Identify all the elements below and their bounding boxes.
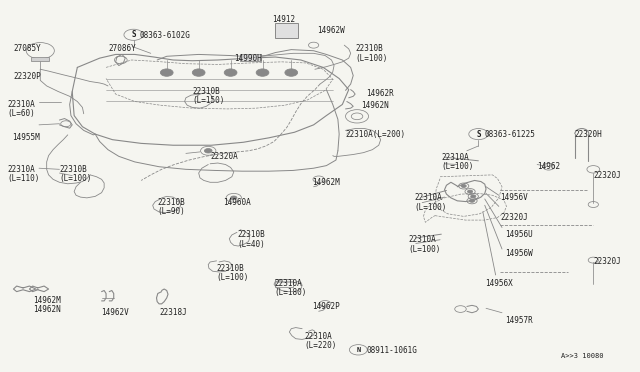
Text: 14960A: 14960A — [223, 198, 251, 207]
Text: 08363-61225: 08363-61225 — [484, 130, 536, 140]
Bar — [275, 279, 293, 287]
Text: 22310A: 22310A — [304, 331, 332, 341]
Text: N: N — [356, 347, 360, 353]
Text: 14962N: 14962N — [362, 101, 389, 110]
Text: 14912: 14912 — [272, 15, 295, 24]
Text: 22310B: 22310B — [216, 264, 244, 273]
Text: A>>3 10080: A>>3 10080 — [561, 353, 604, 359]
Text: 22310A: 22310A — [408, 235, 436, 244]
Text: 14962R: 14962R — [366, 89, 394, 98]
Text: 27085Y: 27085Y — [13, 44, 41, 53]
Text: 14956V: 14956V — [500, 193, 528, 202]
Circle shape — [467, 190, 472, 193]
Text: 22320J: 22320J — [500, 213, 528, 222]
Circle shape — [470, 195, 476, 198]
Text: 08363-6102G: 08363-6102G — [140, 31, 191, 41]
Text: (L=60): (L=60) — [7, 109, 35, 118]
Circle shape — [161, 69, 173, 76]
Text: (L=100): (L=100) — [216, 273, 249, 282]
Text: 22310B: 22310B — [192, 87, 220, 96]
Circle shape — [192, 69, 205, 76]
Text: 14962M: 14962M — [312, 178, 340, 187]
Text: 22320A: 22320A — [210, 152, 238, 161]
Circle shape — [469, 199, 474, 202]
Text: 22310B: 22310B — [237, 230, 265, 240]
Text: 14990H: 14990H — [234, 54, 262, 62]
Text: 08911-1061G: 08911-1061G — [367, 346, 417, 355]
Text: 22320J: 22320J — [593, 171, 621, 180]
Text: (L=100): (L=100) — [415, 203, 447, 212]
Circle shape — [285, 69, 298, 76]
Text: 22310A: 22310A — [274, 279, 302, 288]
Text: 22310B: 22310B — [355, 44, 383, 53]
Text: 14962: 14962 — [537, 162, 560, 171]
Text: (L=220): (L=220) — [304, 341, 337, 350]
Circle shape — [230, 196, 237, 200]
Text: (L=100): (L=100) — [408, 244, 440, 253]
Text: (L=180): (L=180) — [274, 288, 307, 297]
Text: 14962M: 14962M — [33, 296, 60, 305]
Text: (L=90): (L=90) — [157, 208, 185, 217]
Text: 22310A: 22310A — [415, 193, 442, 202]
Text: 14956U: 14956U — [505, 230, 533, 240]
Text: 14956X: 14956X — [484, 279, 513, 288]
Text: (L=150): (L=150) — [192, 96, 225, 105]
Text: 14962V: 14962V — [102, 308, 129, 317]
Text: S: S — [131, 30, 136, 39]
Text: 22320P: 22320P — [13, 72, 41, 81]
Text: 22310A: 22310A — [7, 165, 35, 174]
Circle shape — [224, 69, 237, 76]
Text: S: S — [476, 129, 481, 139]
Text: 27086Y: 27086Y — [108, 44, 136, 53]
Bar — [240, 54, 260, 61]
Text: 22310A: 22310A — [7, 100, 35, 109]
Text: (L=110): (L=110) — [7, 174, 40, 183]
Text: (L=40): (L=40) — [237, 240, 265, 249]
Text: (L=100): (L=100) — [60, 174, 92, 183]
Text: (L=100): (L=100) — [442, 162, 474, 171]
Text: (L=100): (L=100) — [355, 54, 387, 62]
Circle shape — [461, 185, 467, 187]
Text: 22310A: 22310A — [442, 153, 469, 161]
Text: 22310A(L=200): 22310A(L=200) — [346, 130, 406, 140]
Text: 14962N: 14962N — [33, 305, 60, 314]
Bar — [31, 57, 49, 61]
Text: 14955M: 14955M — [12, 133, 40, 142]
Circle shape — [256, 69, 269, 76]
Text: 22320J: 22320J — [593, 257, 621, 266]
Text: 22320H: 22320H — [574, 129, 602, 139]
Text: 14962W: 14962W — [317, 26, 344, 35]
Text: 22318J: 22318J — [159, 308, 187, 317]
Circle shape — [204, 148, 212, 153]
Text: 14962P: 14962P — [312, 302, 340, 311]
Text: 14957R: 14957R — [505, 316, 533, 325]
Text: 14956W: 14956W — [505, 249, 533, 258]
Text: 22310B: 22310B — [157, 198, 185, 207]
Text: 22310B: 22310B — [60, 165, 87, 174]
Bar — [275, 23, 298, 38]
